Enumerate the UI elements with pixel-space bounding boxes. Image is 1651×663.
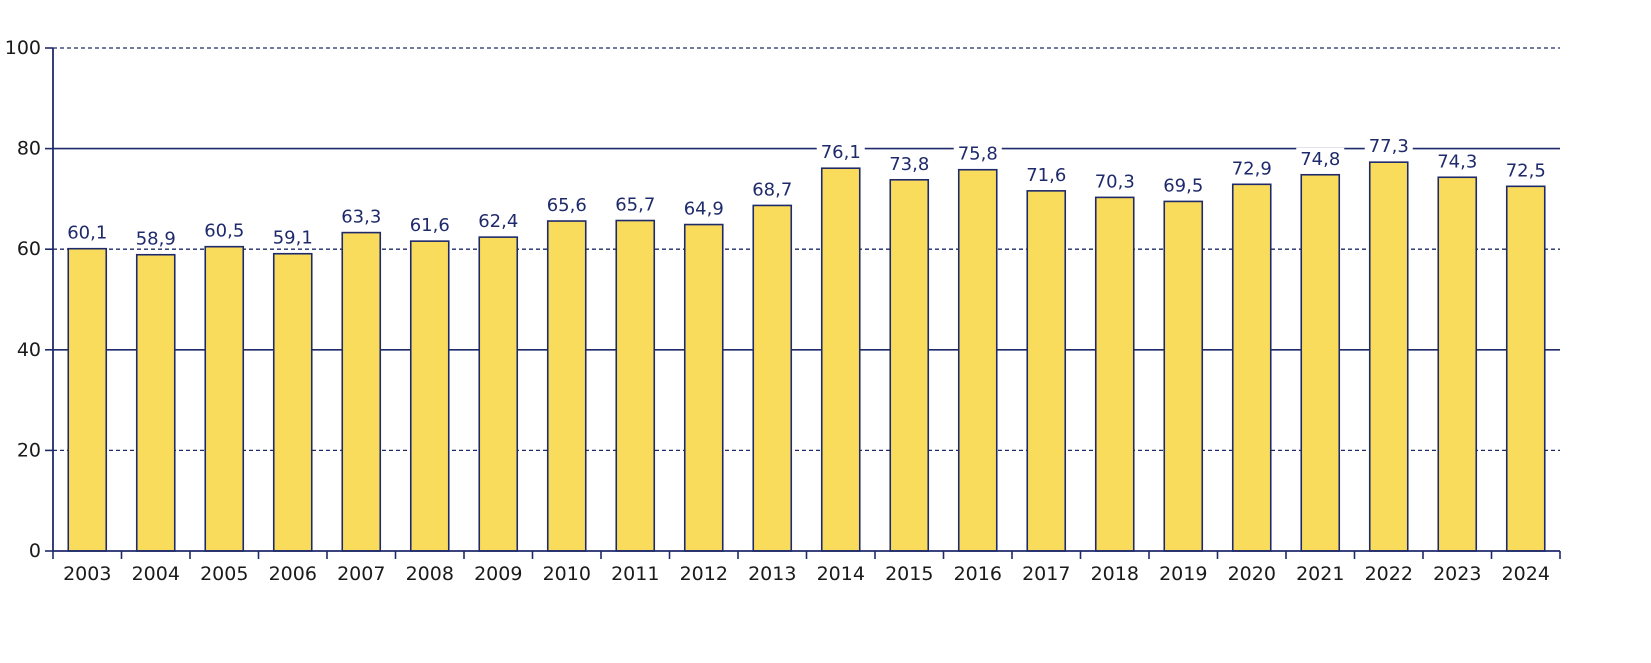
- data-label-background: [1227, 157, 1276, 178]
- x-tick-label: 2003: [63, 563, 111, 585]
- bar-2017: [1026, 190, 1067, 552]
- bar-2010: [546, 220, 587, 552]
- bar-2005: [204, 245, 245, 552]
- data-label-background: [474, 210, 523, 231]
- data-label: 75,8: [958, 144, 998, 165]
- data-label: 65,7: [615, 195, 655, 216]
- data-label: 60,5: [204, 221, 244, 242]
- axes: [45, 47, 1561, 559]
- data-label-background: [1159, 174, 1208, 195]
- bar-2015: [889, 178, 930, 552]
- data-label-background: [611, 193, 660, 214]
- data-label: 58,9: [136, 229, 176, 250]
- data-label: 77,3: [1369, 136, 1409, 157]
- y-tick-label: 80: [17, 138, 41, 160]
- bar-2018: [1094, 196, 1135, 552]
- bar-2016: [957, 168, 998, 552]
- data-label-background: [337, 205, 386, 226]
- data-label-background: [1022, 163, 1071, 184]
- data-label: 70,3: [1095, 171, 1135, 192]
- bar-2007: [341, 231, 382, 552]
- data-label: 76,1: [821, 142, 861, 163]
- data-label-background: [268, 226, 317, 247]
- x-tick-label: 2020: [1228, 563, 1276, 585]
- x-tick-label: 2018: [1091, 563, 1139, 585]
- x-tick-label: 2024: [1502, 563, 1550, 585]
- x-tick-label: 2004: [132, 563, 180, 585]
- x-tick-label: 2017: [1022, 563, 1070, 585]
- bar-2024: [1505, 185, 1546, 552]
- data-label: 71,6: [1026, 165, 1066, 186]
- bar-2014: [820, 167, 861, 552]
- data-label: 59,1: [273, 228, 313, 249]
- data-label: 68,7: [752, 179, 792, 200]
- y-tick-label: 100: [5, 37, 41, 59]
- bar-2003: [67, 247, 108, 552]
- x-tick-label: 2013: [748, 563, 796, 585]
- x-tick-label: 2021: [1296, 563, 1344, 585]
- bar-2004: [135, 253, 176, 552]
- data-label: 72,9: [1232, 158, 1272, 179]
- x-tick-label: 2015: [885, 563, 933, 585]
- labels: 0 20 40 60 80 100 60,1 2003 58,9 2004 60,5 2005 59,1…: [5, 37, 1550, 585]
- bar-2023: [1437, 176, 1478, 552]
- data-label: 64,9: [684, 199, 724, 220]
- x-tick-label: 2005: [200, 563, 248, 585]
- x-tick-label: 2011: [611, 563, 659, 585]
- data-label: 60,1: [67, 223, 107, 244]
- bar-2021: [1300, 173, 1341, 552]
- bar-2013: [752, 204, 793, 552]
- y-tick-label: 40: [17, 339, 41, 361]
- x-tick-label: 2016: [954, 563, 1002, 585]
- data-label-background: [953, 142, 1002, 163]
- x-tick-label: 2010: [543, 563, 591, 585]
- data-label: 63,3: [341, 207, 381, 228]
- data-label-background: [1501, 159, 1550, 180]
- data-label-background: [63, 221, 112, 242]
- data-label-background: [1296, 147, 1345, 168]
- y-tick-label: 0: [29, 540, 41, 562]
- data-label-background: [405, 214, 454, 235]
- data-label: 65,6: [547, 195, 587, 216]
- bar-2008: [409, 240, 450, 552]
- x-tick-label: 2019: [1159, 563, 1207, 585]
- data-label-background: [542, 194, 591, 215]
- bars: [67, 161, 1546, 552]
- data-label-background: [200, 219, 249, 240]
- data-label: 74,3: [1437, 151, 1477, 172]
- x-tick-label: 2022: [1365, 563, 1413, 585]
- bar-2019: [1163, 200, 1204, 552]
- bar-2022: [1368, 161, 1409, 552]
- x-tick-label: 2023: [1433, 563, 1481, 585]
- bar-2006: [272, 252, 313, 552]
- y-tick-label: 60: [17, 238, 41, 260]
- bar-2020: [1231, 183, 1272, 552]
- bar-2012: [683, 223, 724, 552]
- y-tick-label: 20: [17, 439, 41, 461]
- x-tick-label: 2006: [269, 563, 317, 585]
- data-label-background: [748, 178, 797, 199]
- x-tick-label: 2014: [817, 563, 865, 585]
- x-tick-label: 2009: [474, 563, 522, 585]
- bar-2011: [615, 219, 656, 552]
- data-label-background: [679, 197, 728, 218]
- data-label-background: [1364, 135, 1413, 156]
- data-label: 73,8: [889, 154, 929, 175]
- x-tick-label: 2007: [337, 563, 385, 585]
- x-tick-label: 2012: [680, 563, 728, 585]
- x-tick-label: 2008: [406, 563, 454, 585]
- data-label-background: [816, 141, 865, 162]
- data-label: 62,4: [478, 211, 518, 232]
- bar-2009: [478, 236, 519, 552]
- data-label-background: [131, 227, 180, 248]
- data-label-background: [1090, 170, 1139, 191]
- data-label: 72,5: [1506, 160, 1546, 181]
- data-label: 61,6: [410, 215, 450, 236]
- data-label: 74,8: [1300, 149, 1340, 170]
- data-label-background: [885, 152, 934, 173]
- data-label: 69,5: [1163, 175, 1203, 196]
- data-label-background: [1433, 150, 1482, 171]
